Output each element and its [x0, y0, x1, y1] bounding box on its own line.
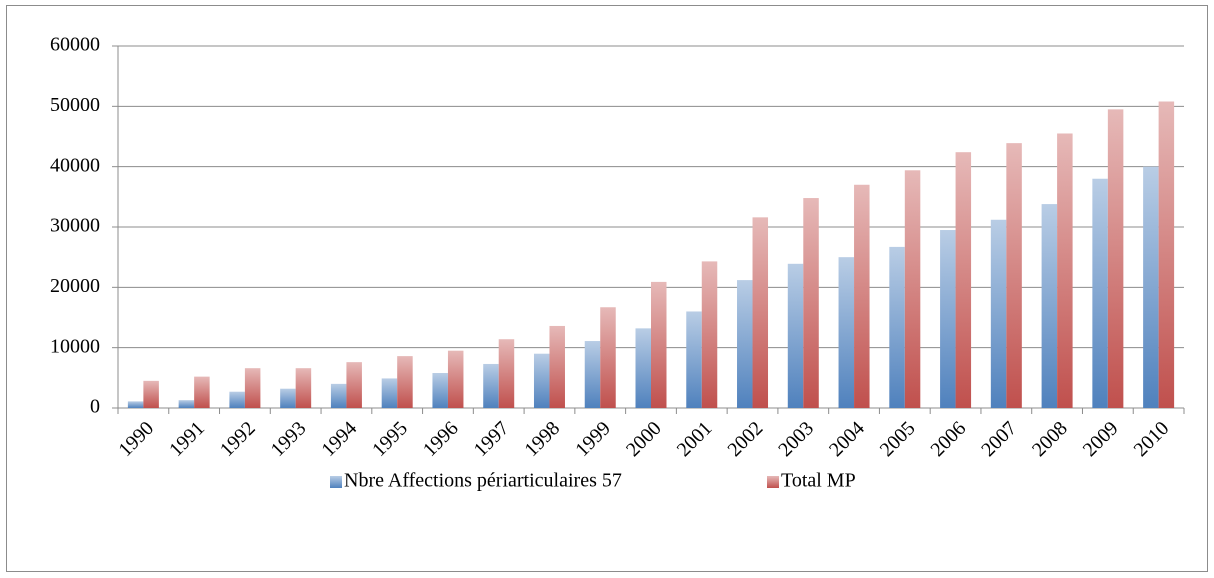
bar — [752, 217, 769, 408]
bar — [803, 198, 819, 408]
bar — [549, 325, 565, 408]
bar — [651, 281, 667, 408]
bar — [432, 373, 448, 408]
bar — [854, 184, 870, 408]
bar — [838, 257, 855, 408]
bar — [1041, 204, 1058, 408]
bar — [1143, 166, 1159, 408]
bar — [397, 356, 413, 408]
bar — [346, 362, 362, 408]
bar — [295, 368, 312, 408]
bar — [381, 378, 398, 408]
bar — [1158, 101, 1175, 409]
bar — [330, 383, 347, 408]
bar — [737, 280, 753, 408]
bar — [584, 341, 601, 408]
bar — [483, 363, 499, 408]
bar — [533, 353, 550, 408]
legend-label: Nbre Affections périarticulaires 57 — [344, 470, 622, 492]
bar — [940, 230, 956, 408]
bar — [686, 311, 702, 408]
bar — [127, 401, 144, 408]
bar — [229, 391, 245, 408]
bar — [447, 350, 464, 408]
bar — [178, 400, 195, 408]
bar — [1092, 178, 1108, 408]
y-tick-label: 10000 — [50, 335, 100, 357]
bar — [1057, 133, 1073, 408]
bar — [498, 339, 515, 408]
bar — [600, 307, 616, 408]
bar — [143, 380, 159, 408]
bar — [787, 263, 804, 408]
bar — [889, 246, 905, 408]
bar — [635, 328, 651, 408]
legend-label: Total MP — [781, 470, 856, 492]
y-tick-label: 20000 — [50, 275, 100, 297]
bar — [701, 261, 718, 408]
bar — [1006, 143, 1022, 409]
bar — [194, 376, 210, 408]
y-tick-label: 30000 — [50, 215, 100, 237]
bar — [955, 152, 972, 408]
legend-swatch — [330, 476, 342, 488]
y-tick-label: 40000 — [50, 154, 100, 176]
bar — [1107, 109, 1124, 408]
y-tick-label: 0 — [90, 396, 100, 418]
bar — [904, 170, 921, 408]
bar — [244, 368, 261, 408]
legend-swatch — [767, 476, 779, 488]
bar — [990, 219, 1007, 408]
bar — [280, 388, 296, 408]
y-tick-label: 50000 — [50, 94, 100, 116]
y-tick-label: 60000 — [50, 34, 100, 56]
